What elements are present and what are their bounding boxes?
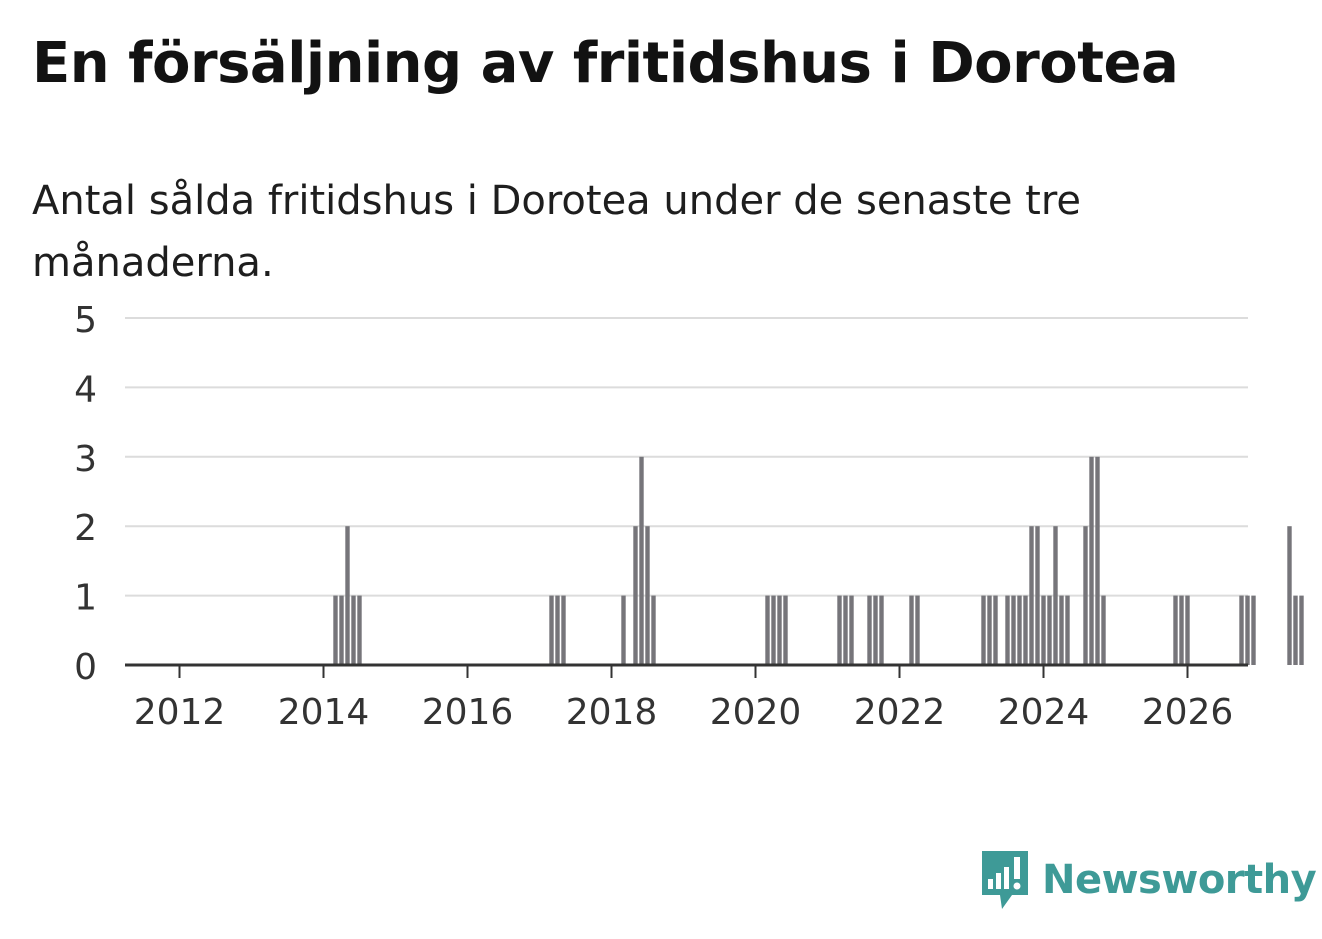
bar [645,526,650,665]
bar [987,595,992,665]
x-tick-label: 2016 [422,692,514,733]
bar [1173,595,1178,665]
bar [555,595,560,665]
bar [1035,526,1040,665]
bar [561,595,566,665]
bar [849,595,854,665]
bar [1065,595,1070,665]
brand-name: Newsworthy [1042,857,1317,903]
bar [639,456,644,665]
bar [339,595,344,665]
bar [1089,456,1094,665]
bar [1053,526,1058,665]
bar [351,595,356,665]
y-tick-label: 0 [74,647,97,688]
chart-title: En försäljning av fritidshus i Dorotea [32,31,1179,96]
bar [873,595,878,665]
x-tick-label: 2012 [134,692,226,733]
newsworthy-logo: Newsworthy [980,848,1317,912]
y-tick-label: 1 [74,578,97,619]
chart-subtitle: Antal sålda fritidshus i Dorotea under d… [32,178,1082,286]
newsworthy-logo-icon [982,851,1028,909]
bar [651,595,656,665]
bar [879,595,884,665]
x-tick-label: 2014 [278,692,370,733]
bar [357,595,362,665]
bar [1245,595,1250,665]
bar [867,595,872,665]
y-tick-label: 3 [74,439,97,480]
bar [1047,595,1052,665]
bar [783,595,788,665]
bar [1041,595,1046,665]
bar [1299,595,1304,665]
bar [1185,595,1190,665]
bar [1293,595,1298,665]
bar [1017,595,1022,665]
bar [1029,526,1034,665]
y-tick-label: 5 [74,300,97,341]
y-tick-label: 4 [74,369,97,410]
bar [765,595,770,665]
bar [1101,595,1106,665]
bar [1287,526,1292,665]
bar [1179,595,1184,665]
x-tick-label: 2018 [566,692,658,733]
x-tick-label: 2020 [710,692,802,733]
y-tick-label: 2 [74,508,97,549]
bar [909,595,914,665]
x-tick-label: 2026 [1142,692,1234,733]
bar [771,595,776,665]
bar [981,595,986,665]
bar [1083,526,1088,665]
bar [837,595,842,665]
bar-chart: 012345201220142016201820202022202420261 [74,300,1304,733]
bar [1059,595,1064,665]
bar [549,595,554,665]
bar [1005,595,1010,665]
bar [1251,595,1256,665]
bar [843,595,848,665]
bar [915,595,920,665]
bar [333,595,338,665]
bar [621,595,626,665]
bar [633,526,638,665]
bar [1011,595,1016,665]
bar [345,526,350,665]
x-tick-label: 2022 [854,692,946,733]
bar [1239,595,1244,665]
x-tick-label: 2024 [998,692,1090,733]
bar [993,595,998,665]
bar [1023,595,1028,665]
bar [1095,456,1100,665]
bar [777,595,782,665]
